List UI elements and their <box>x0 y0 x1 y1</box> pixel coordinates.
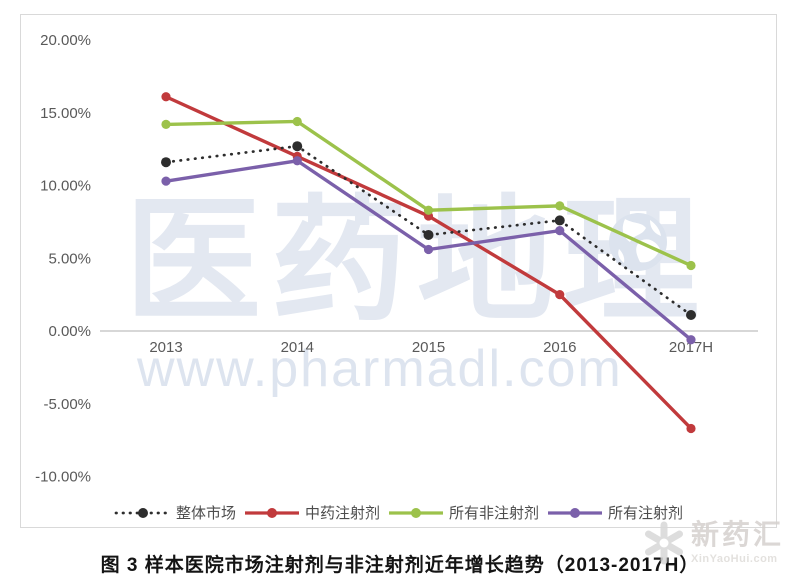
legend-swatch-icon <box>244 507 299 518</box>
watermark-url-text: www.pharmadl.com <box>137 340 623 398</box>
legend-label: 中药注射剂 <box>304 505 380 522</box>
legend-item-all-injection: 所有注射剂 <box>546 502 683 523</box>
y-tick-label: 20.00% <box>40 32 91 49</box>
x-tick-label: 2013 <box>149 339 182 356</box>
data-point-overall-market <box>423 229 434 240</box>
figure-caption: 图 3 样本医院市场注射剂与非注射剂近年增长趋势（2013-2017H） <box>100 555 700 576</box>
data-point-all-non-injection <box>423 205 434 215</box>
series-line-tcm-injection <box>165 95 693 430</box>
data-point-all-injection <box>161 176 171 186</box>
data-point-all-injection <box>292 156 302 166</box>
xinyaohui-text-block: 新药汇 XinYaoHui.com <box>691 519 785 565</box>
y-tick-label: -5.00% <box>43 396 91 413</box>
x-tick-label: 2016 <box>543 339 576 356</box>
data-point-overall-market <box>554 215 565 226</box>
y-tick-label: 0.00% <box>48 323 91 340</box>
xinyaohui-watermark: 新药汇 XinYaoHui.com <box>642 519 785 566</box>
data-point-all-non-injection <box>555 201 565 211</box>
legend-swatch-icon <box>548 507 603 518</box>
legend-swatch-icon <box>114 507 172 518</box>
chart-area: 医药地理 www.pharmadl.com 20.00% 15.00% 10.00%… <box>20 14 777 528</box>
data-point-overall-market <box>292 141 303 152</box>
data-point-overall-market <box>686 309 696 320</box>
data-point-tcm-injection <box>161 92 171 102</box>
xinyaohui-url-text: XinYaoHui.com <box>691 552 778 565</box>
y-tick-label: 10.00% <box>40 178 91 195</box>
legend-item-tcm-injection: 中药注射剂 <box>243 502 380 523</box>
data-point-all-non-injection <box>686 260 696 271</box>
data-point-all-non-injection <box>292 116 302 127</box>
data-point-all-non-injection <box>161 119 171 129</box>
legend-label: 所有非注射剂 <box>449 505 540 522</box>
data-point-all-injection <box>423 244 434 255</box>
xinyaohui-brand-text: 新药汇 <box>691 519 785 550</box>
data-point-tcm-injection <box>555 290 565 300</box>
data-point-all-injection <box>686 335 696 345</box>
x-tick-label: 2014 <box>281 339 314 356</box>
asterisk-logo-icon <box>645 521 683 565</box>
legend-label: 所有注射剂 <box>608 505 684 522</box>
legend-label: 整体市场 <box>175 505 236 522</box>
legend-swatch-icon <box>389 507 443 518</box>
data-point-overall-market <box>161 157 171 168</box>
x-tick-label: 2015 <box>412 339 445 356</box>
y-tick-label: -10.00% <box>35 469 91 486</box>
legend-item-all-non-injection: 所有非注射剂 <box>387 502 539 523</box>
chart-svg: 20.00% 15.00% 10.00% 5.00% 0.00% -5.00% -10.00… <box>35 32 758 486</box>
watermark-brand-text: 医药地理 <box>125 185 709 337</box>
y-tick-label: 5.00% <box>48 250 91 267</box>
y-tick-label: 15.00% <box>40 105 91 122</box>
x-tick-label: 2017H <box>669 339 713 356</box>
data-point-all-injection <box>555 226 565 236</box>
legend-item-overall-market: 整体市场 <box>114 502 236 523</box>
data-point-tcm-injection <box>686 423 696 434</box>
chart-legend: 整体市场 中药注射剂 所有非注射剂 所有注射剂 <box>21 502 776 523</box>
series-line-all-non-injection <box>165 119 692 268</box>
